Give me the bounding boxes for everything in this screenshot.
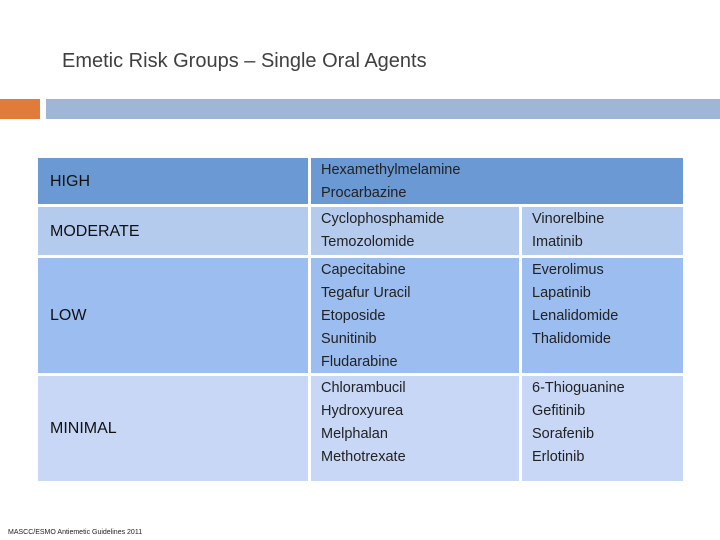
agents-high: Hexamethylmelamine Procarbazine bbox=[311, 158, 683, 204]
agent-name: Lapatinib bbox=[532, 285, 591, 301]
agent-name: Procarbazine bbox=[321, 185, 407, 201]
source-footnote: MASCC/ESMO Antiemetic Guidelines 2011 bbox=[8, 529, 143, 536]
agent-name: Thalidomide bbox=[532, 331, 611, 347]
agent-name: 6-Thioguanine bbox=[532, 380, 625, 396]
agent-name: Tegafur Uracil bbox=[321, 285, 411, 301]
title-accent-bar-orange bbox=[0, 99, 40, 119]
agent-name: Cyclophosphamide bbox=[321, 211, 445, 227]
agent-name: Methotrexate bbox=[321, 449, 406, 465]
agent-name: Sunitinib bbox=[321, 331, 377, 347]
agent-name: Imatinib bbox=[532, 234, 583, 250]
agent-name: Hydroxyurea bbox=[321, 403, 404, 419]
agent-name: Vinorelbine bbox=[532, 211, 605, 227]
slide-title: Emetic Risk Groups – Single Oral Agents bbox=[62, 50, 427, 72]
agent-name: Sorafenib bbox=[532, 426, 595, 442]
agent-name: Erlotinib bbox=[532, 449, 585, 465]
agent-name: Gefitinib bbox=[532, 403, 586, 419]
agents-low-col1: Capecitabine Tegafur Uracil Etoposide Su… bbox=[311, 258, 519, 373]
agent-name: Hexamethylmelamine bbox=[321, 162, 461, 178]
emetic-risk-table: HIGH Hexamethylmelamine Procarbazine MOD… bbox=[38, 158, 683, 481]
agents-low-col2: Everolimus Lapatinib Lenalidomide Thalid… bbox=[522, 258, 683, 373]
agents-moderate-col2: Vinorelbine Imatinib bbox=[522, 207, 683, 255]
agent-name: Everolimus bbox=[532, 262, 604, 278]
agent-name: Fludarabine bbox=[321, 354, 398, 370]
agent-name: Melphalan bbox=[321, 426, 388, 442]
agent-name: Chlorambucil bbox=[321, 380, 406, 396]
title-accent-bar-blue bbox=[46, 99, 720, 119]
agent-name: Temozolomide bbox=[321, 234, 415, 250]
agents-minimal-col1: Chlorambucil Hydroxyurea Melphalan Metho… bbox=[311, 376, 519, 481]
agent-name: Etoposide bbox=[321, 308, 386, 324]
risk-category-minimal: MINIMAL bbox=[38, 376, 308, 481]
agents-moderate-col1: Cyclophosphamide Temozolomide bbox=[311, 207, 519, 255]
risk-category-high: HIGH bbox=[38, 158, 308, 204]
agent-name: Lenalidomide bbox=[532, 308, 619, 324]
agent-name: Capecitabine bbox=[321, 262, 406, 278]
risk-category-moderate: MODERATE bbox=[38, 207, 308, 255]
agents-minimal-col2: 6-Thioguanine Gefitinib Sorafenib Erloti… bbox=[522, 376, 683, 481]
risk-category-low: LOW bbox=[38, 258, 308, 373]
